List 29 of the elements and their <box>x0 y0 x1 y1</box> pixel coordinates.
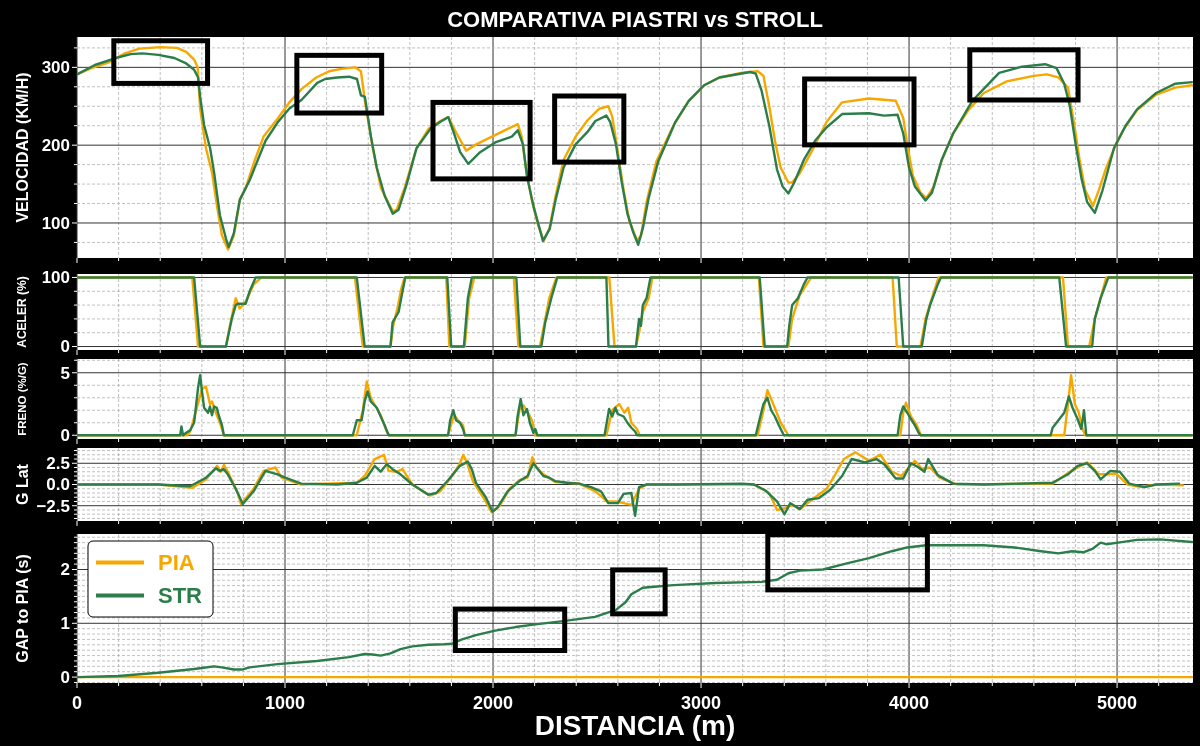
y-tick-label: −2.5 <box>36 496 70 516</box>
x-tick-label: 4000 <box>889 693 930 713</box>
y-tick-label: 0 <box>60 426 70 446</box>
legend-label: STR <box>158 583 203 609</box>
x-tick-label: 1000 <box>264 693 306 713</box>
x-tick-label: 2000 <box>473 693 514 713</box>
y-tick-label: 100 <box>41 268 70 288</box>
x-axis-title: DISTANCIA (m) <box>534 710 736 741</box>
y-tick-label: 300 <box>41 58 70 78</box>
y-tick-label: 2.5 <box>46 454 70 474</box>
y-tick-label: 100 <box>41 213 70 233</box>
y-tick-label: 2 <box>60 560 70 580</box>
chart-title: COMPARATIVA PIASTRI vs STROLL <box>447 7 823 32</box>
y-tick-label: 200 <box>41 136 70 156</box>
y-axis-title: FRENO (%/G) <box>16 362 29 436</box>
line-series <box>77 457 1181 518</box>
y-axis-title: VELOCIDAD (KM/H) <box>13 72 31 223</box>
y-tick-label: 5 <box>60 363 70 383</box>
y-axis-title: GAP to PIA (s) <box>13 554 31 663</box>
line-series <box>77 538 1193 679</box>
y-axis-title: ACELER (%) <box>15 276 30 348</box>
x-tick-label: 5000 <box>1097 693 1138 713</box>
y-axis-title: G Lat <box>13 463 31 505</box>
y-tick-label: 0.0 <box>46 475 70 495</box>
x-tick-label: 3000 <box>681 693 722 713</box>
y-tick-label: 0 <box>60 337 70 357</box>
legend-label: PIA <box>158 550 195 576</box>
y-tick-label: 0 <box>60 668 70 688</box>
y-tick-label: 1 <box>60 614 70 634</box>
